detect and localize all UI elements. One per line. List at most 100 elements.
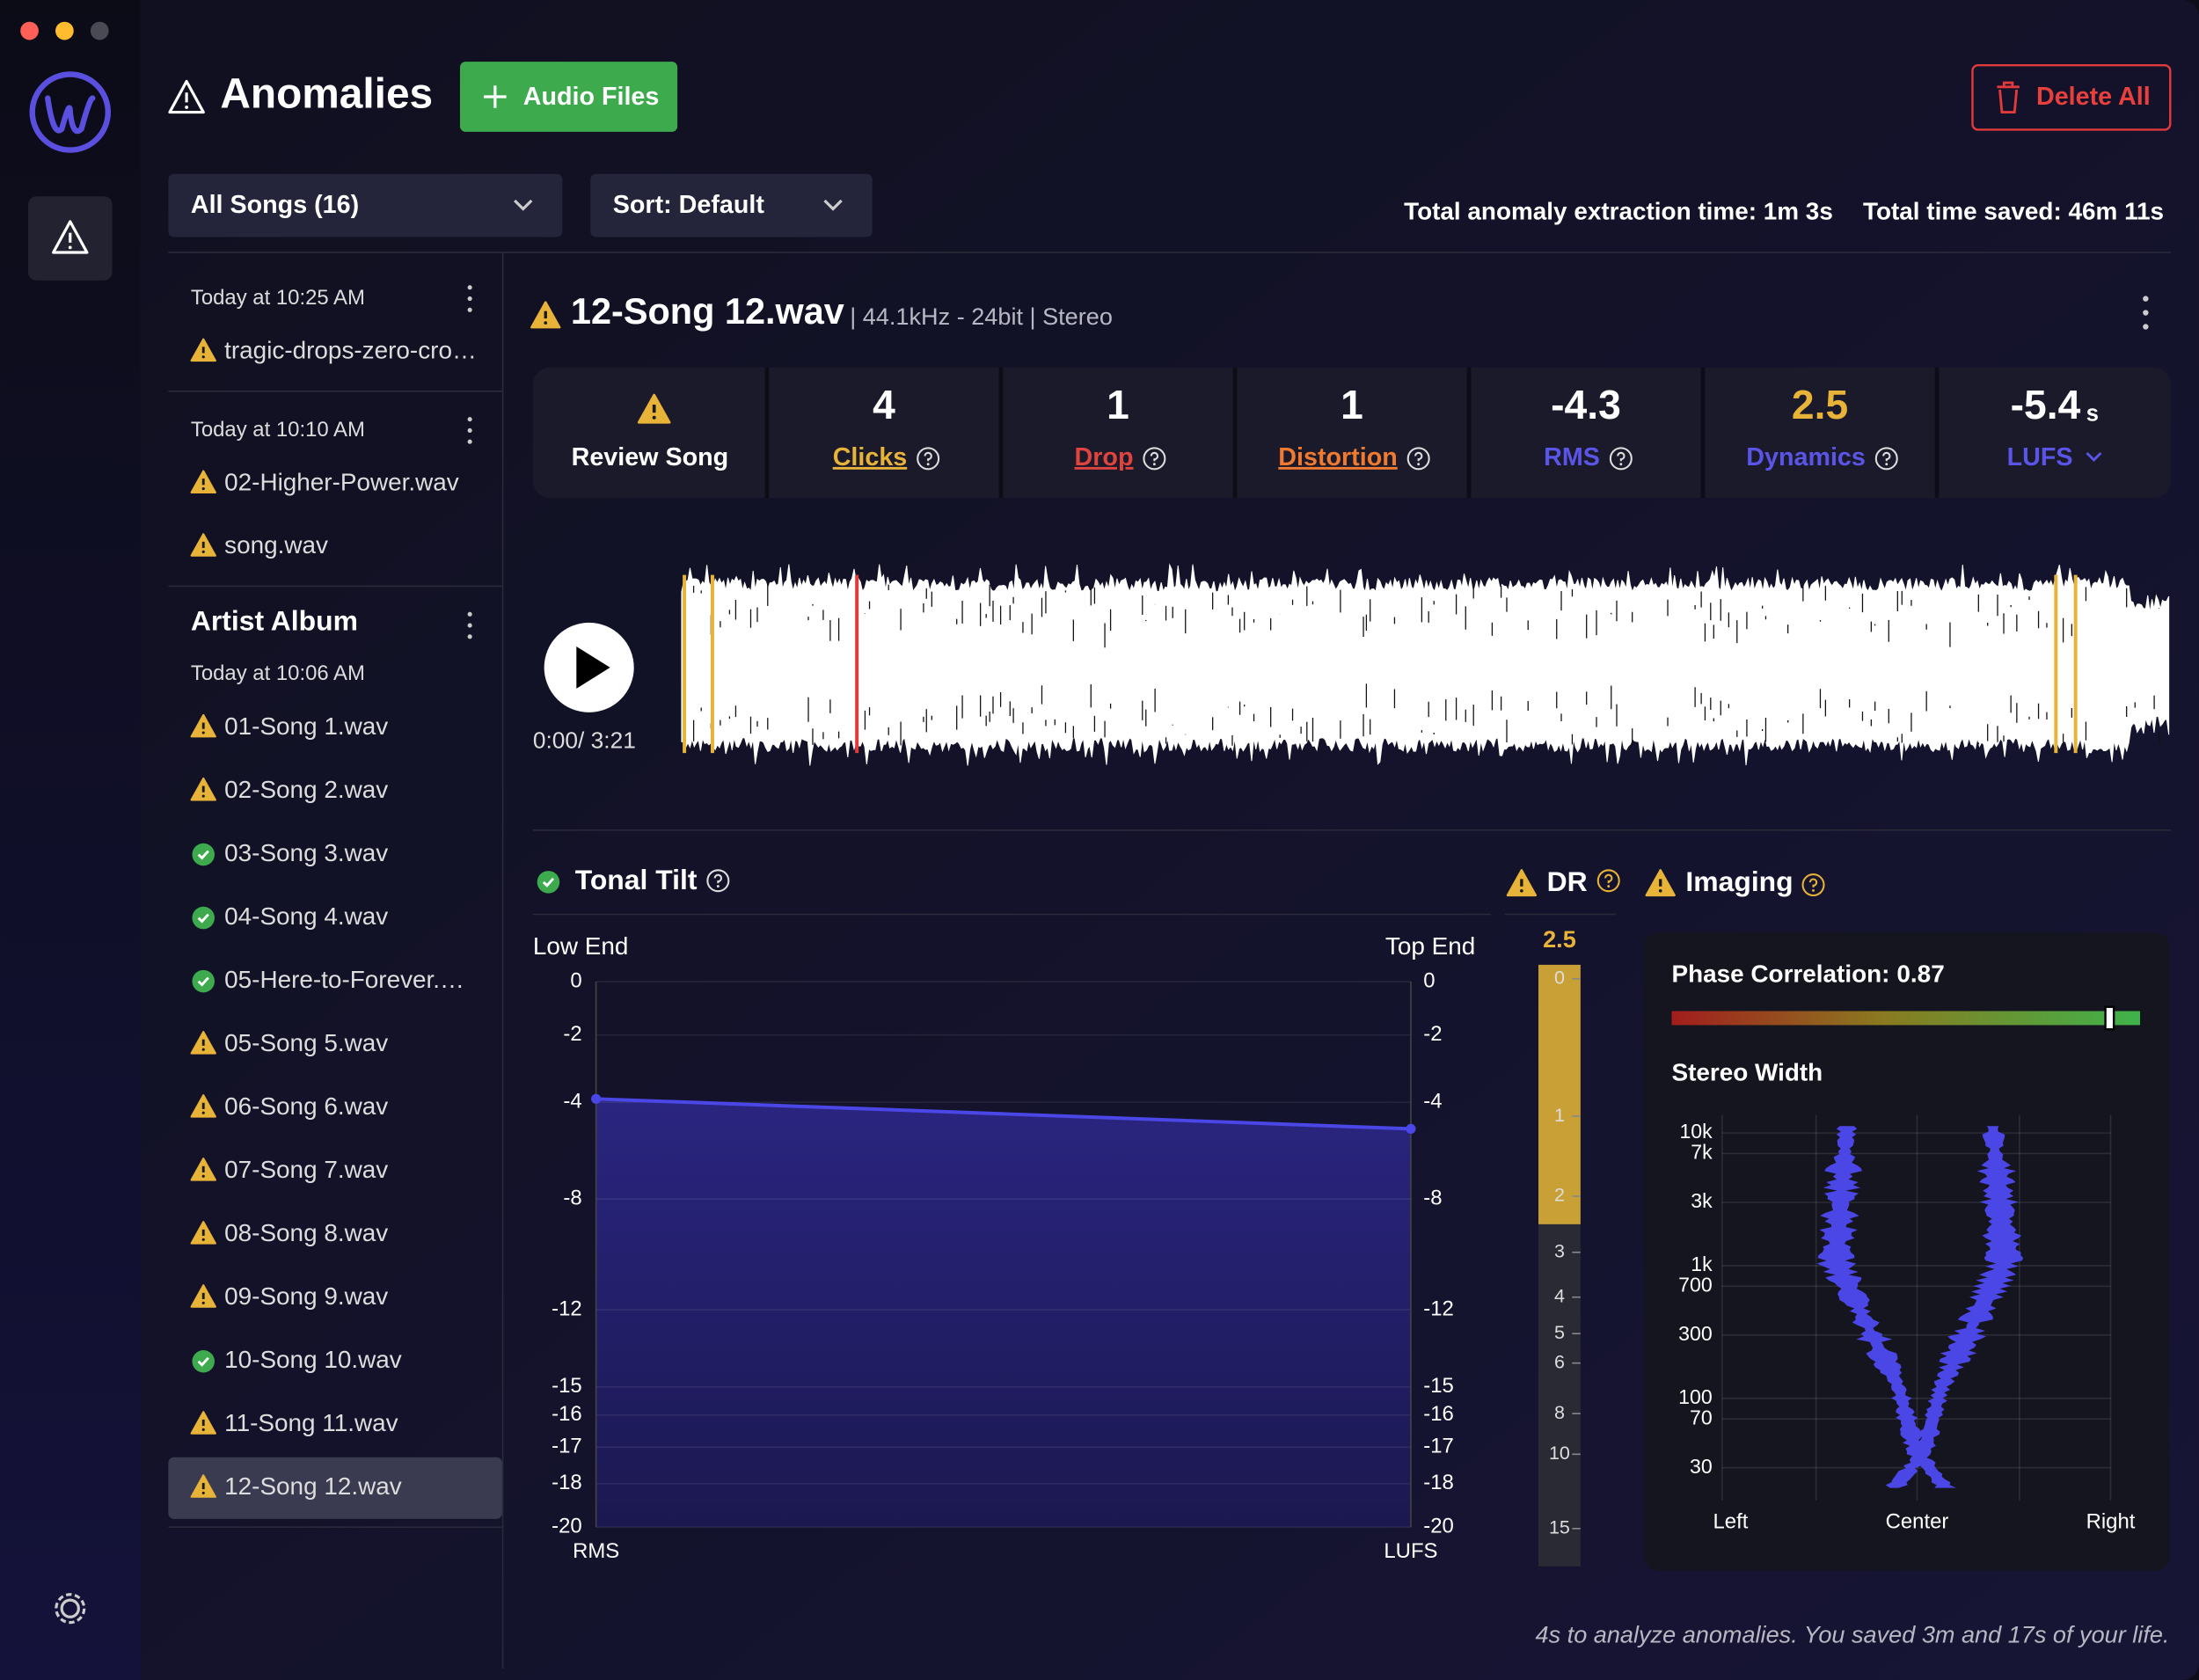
- stat-label[interactable]: RMS: [1544, 443, 1600, 471]
- y2-tick-label: -20: [1423, 1515, 1454, 1538]
- x-tick-label: LUFS: [1384, 1539, 1437, 1563]
- warning-dot: [201, 1174, 205, 1178]
- warning-icon: [190, 1284, 216, 1308]
- minimize-button[interactable]: [55, 21, 74, 40]
- stat-value: 4: [873, 382, 895, 427]
- song-item[interactable]: 05-Here-to-Forever.…: [224, 966, 464, 993]
- help-ring: [917, 447, 940, 471]
- song-item[interactable]: 09-Song 9.wav: [224, 1282, 388, 1310]
- y-tick-label: 700: [1678, 1273, 1713, 1296]
- warning-dot: [201, 487, 205, 491]
- y-tick-label: -20: [552, 1515, 582, 1538]
- zoom-button[interactable]: [90, 21, 109, 40]
- y2-tick-label: -12: [1423, 1297, 1454, 1320]
- song-item[interactable]: 07-Song 7.wav: [224, 1156, 388, 1183]
- anomalies-nav-button[interactable]: [27, 196, 113, 281]
- song-item[interactable]: song.wav: [224, 531, 328, 559]
- item-menu-button[interactable]: [467, 611, 472, 639]
- help-mark: [1882, 451, 1891, 462]
- help-mark: [1604, 873, 1613, 884]
- song-item[interactable]: 02-Song 2.wav: [224, 776, 388, 803]
- settings-button[interactable]: [55, 1593, 86, 1625]
- help-icon[interactable]: [1406, 447, 1430, 471]
- ok-shape: [537, 871, 560, 894]
- playback-time: 0:00/ 3:21: [533, 727, 636, 753]
- close-button[interactable]: [20, 21, 39, 40]
- delete-all-label: Delete All: [2036, 83, 2151, 111]
- warning-dot: [201, 1048, 205, 1051]
- stat-dropdown: [2086, 451, 2102, 462]
- help-icon[interactable]: [1801, 873, 1825, 897]
- y-tick-label: 0: [570, 968, 581, 992]
- song-item[interactable]: 02-Higher-Power.wav: [224, 468, 459, 495]
- stat-label[interactable]: Review Song: [572, 443, 729, 471]
- warning-dot: [201, 1301, 205, 1304]
- y-tick-label: 100: [1678, 1385, 1713, 1408]
- ok-icon: [192, 843, 215, 866]
- song-item[interactable]: tragic-drops-zero-cro…: [224, 337, 477, 364]
- help-icon[interactable]: [917, 447, 940, 471]
- help-icon[interactable]: [1609, 447, 1633, 471]
- warning-icon: [1645, 869, 1676, 897]
- stat-label[interactable]: LUFS: [2007, 443, 2073, 471]
- item-menu-button[interactable]: [467, 285, 472, 312]
- tilt-line: [595, 1097, 1412, 1131]
- dr-tick-label: 4: [1554, 1285, 1565, 1306]
- song-item[interactable]: 11-Song 11.wav: [224, 1409, 398, 1436]
- menu-dot: [467, 427, 472, 434]
- stat-label[interactable]: Drop: [1075, 443, 1134, 471]
- help-ring: [1874, 447, 1898, 471]
- song-item[interactable]: 12-Song 12.wav: [224, 1472, 402, 1500]
- menu-dot: [467, 307, 472, 312]
- x-tick-label: Left: [1713, 1510, 1749, 1534]
- song-filter-dropdown[interactable]: All Songs (16): [168, 173, 563, 237]
- warning-dot: [1658, 888, 1662, 893]
- phase-value: 0.87: [1896, 961, 1944, 988]
- waveform: [681, 563, 2170, 766]
- song-item[interactable]: 05-Song 5.wav: [224, 1029, 388, 1056]
- song-item[interactable]: 10-Song 10.wav: [224, 1346, 402, 1373]
- help-dot: [926, 463, 930, 466]
- y2-tick-label: -4: [1423, 1089, 1442, 1113]
- song-menu-button[interactable]: [2143, 296, 2149, 330]
- stat-value: -5.4: [2011, 382, 2081, 427]
- stat-label[interactable]: Clicks: [833, 443, 908, 471]
- song-item[interactable]: 01-Song 1.wav: [224, 712, 388, 740]
- dr-tick-label: 2: [1554, 1185, 1565, 1206]
- y2-tick-label: -2: [1423, 1022, 1442, 1046]
- delete-all-button[interactable]: Delete All: [1971, 63, 2172, 131]
- help-icon[interactable]: [706, 869, 730, 893]
- y-tick-label: -8: [563, 1186, 581, 1209]
- stat-label[interactable]: Dynamics: [1746, 443, 1866, 471]
- warning-icon: [530, 301, 561, 329]
- help-icon[interactable]: [1143, 447, 1166, 471]
- help-icon[interactable]: [1874, 447, 1898, 471]
- help-icon[interactable]: [1596, 869, 1620, 893]
- warning-dot: [201, 355, 205, 359]
- menu-dot: [467, 296, 472, 302]
- item-menu-button[interactable]: [467, 417, 472, 444]
- song-item[interactable]: 04-Song 4.wav: [224, 902, 388, 930]
- warning-dot: [201, 1428, 205, 1431]
- axis-label: Low End: [533, 932, 629, 960]
- warning-icon: [190, 533, 216, 557]
- phase-correlation: Phase Correlation: 0.87: [1671, 961, 1944, 988]
- song-details: | 44.1kHz - 24bit | Stereo: [850, 303, 1113, 330]
- add-audio-button[interactable]: Audio Files: [459, 62, 678, 132]
- y-tick-label: -4: [563, 1089, 581, 1113]
- group-date: Today at 10:06 AM: [191, 661, 365, 685]
- song-item[interactable]: 03-Song 3.wav: [224, 839, 388, 866]
- warning-icon: [1506, 869, 1538, 897]
- stat-label[interactable]: Distortion: [1278, 443, 1397, 471]
- y-tick-label: -15: [552, 1374, 582, 1398]
- song-item[interactable]: 06-Song 6.wav: [224, 1092, 388, 1120]
- chart-title: Tonal Tilt: [575, 864, 698, 895]
- ok-shape: [192, 906, 215, 930]
- logo[interactable]: [29, 71, 112, 153]
- sort-dropdown[interactable]: Sort: Default: [590, 173, 873, 237]
- dr-fill: [1538, 964, 1581, 1224]
- song-item[interactable]: 08-Song 8.wav: [224, 1219, 388, 1246]
- play-button[interactable]: [544, 622, 634, 712]
- song-filter-label: All Songs (16): [191, 191, 359, 219]
- group-date: Today at 10:10 AM: [191, 418, 365, 442]
